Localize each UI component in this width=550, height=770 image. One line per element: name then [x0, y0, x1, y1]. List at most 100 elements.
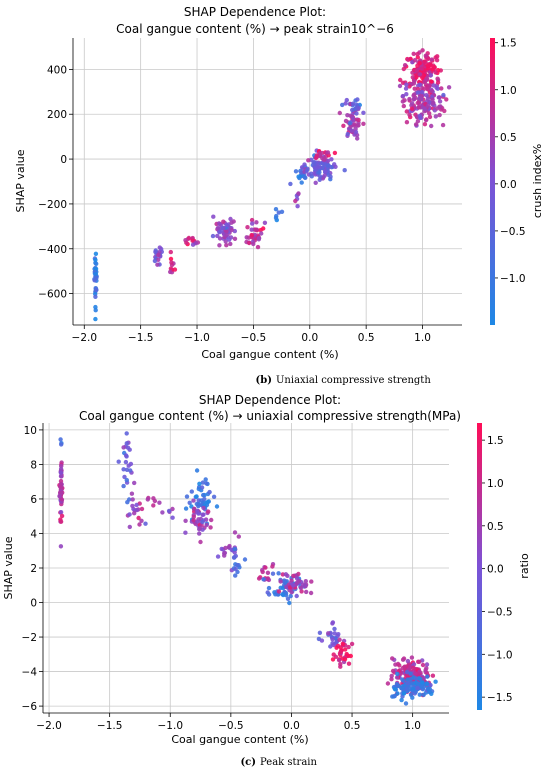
data-point — [431, 100, 436, 106]
data-point — [249, 217, 255, 223]
y-tick-label: 2 — [30, 563, 37, 575]
data-point — [404, 120, 410, 125]
data-point — [343, 118, 349, 124]
colorbar-tick-label: 0.5 — [500, 132, 517, 144]
data-point — [348, 653, 353, 659]
data-point — [242, 557, 248, 562]
data-point — [344, 651, 349, 657]
data-point — [420, 662, 426, 668]
data-point — [430, 97, 435, 102]
data-point — [361, 110, 366, 116]
data-point — [317, 177, 322, 182]
data-point — [153, 248, 158, 253]
data-point — [431, 83, 436, 88]
data-point — [247, 240, 252, 246]
chart-1-colorbar — [490, 38, 495, 325]
y-tick-label: −6 — [22, 701, 38, 713]
data-point — [417, 659, 422, 664]
y-tick-label: 8 — [30, 459, 37, 471]
data-point — [313, 180, 318, 185]
data-point — [330, 657, 336, 662]
chart-2-title-line1: SHAP Dependence Plot: — [199, 393, 341, 407]
y-tick-label: −400 — [38, 244, 67, 256]
data-point — [420, 90, 425, 95]
data-point — [222, 553, 227, 558]
chart-2-caption-text: Peak strain — [260, 757, 317, 768]
data-point — [59, 513, 65, 519]
chart-1-colorbar-ticks: −1.0 −0.5 0.0 0.5 1.0 1.5 — [495, 38, 526, 285]
data-point — [203, 477, 208, 482]
data-point — [285, 573, 290, 578]
data-point — [424, 662, 430, 667]
data-point — [334, 639, 339, 645]
data-point — [215, 554, 221, 559]
data-point — [361, 121, 366, 127]
data-point — [411, 662, 417, 667]
data-point — [58, 484, 63, 489]
data-point — [349, 128, 355, 133]
data-point — [405, 658, 411, 664]
data-point — [425, 86, 430, 92]
data-point — [312, 165, 318, 171]
data-point — [440, 122, 446, 128]
data-point — [426, 103, 431, 108]
data-point — [399, 697, 404, 703]
data-point — [404, 669, 410, 675]
data-point — [197, 525, 203, 531]
data-point — [390, 668, 396, 674]
data-point — [256, 235, 262, 241]
data-point — [273, 215, 279, 221]
x-tick-label: 0.0 — [283, 720, 300, 732]
data-point — [251, 241, 256, 247]
data-point — [409, 101, 415, 106]
data-point — [413, 671, 418, 676]
data-point — [224, 232, 229, 238]
x-tick-label: 0.5 — [344, 720, 361, 732]
data-point — [256, 576, 262, 581]
data-point — [190, 242, 196, 247]
data-point — [199, 485, 205, 490]
data-point — [276, 589, 282, 594]
data-point — [186, 235, 192, 241]
data-point — [411, 51, 416, 56]
colorbar-tick-label: 1.5 — [487, 435, 504, 447]
data-point — [124, 441, 129, 446]
data-point — [434, 58, 440, 63]
data-point — [93, 294, 98, 299]
data-point — [437, 99, 443, 104]
data-point — [337, 637, 342, 642]
data-point — [397, 83, 403, 89]
data-point — [134, 502, 139, 508]
data-point — [195, 508, 200, 513]
data-point — [332, 626, 337, 632]
data-point — [152, 258, 158, 264]
chart-2-points — [57, 431, 438, 706]
data-point — [157, 245, 162, 250]
chart-2-colorbar-ticks: −1.5 −1.0 −0.5 0.0 0.5 1.0 1.5 — [482, 435, 513, 704]
data-point — [130, 497, 135, 502]
data-point — [435, 80, 441, 85]
data-point — [390, 656, 395, 661]
data-point — [200, 512, 205, 517]
data-point — [200, 480, 206, 485]
data-point — [220, 225, 225, 230]
data-point — [202, 496, 207, 502]
data-point — [168, 256, 174, 262]
data-point — [224, 243, 229, 248]
colorbar-tick-label: 1.0 — [500, 85, 517, 97]
data-point — [299, 170, 304, 175]
data-point — [350, 101, 356, 106]
data-point — [439, 86, 444, 91]
chart-2-x-ticks: −2.0 −1.5 −1.0 −0.5 0.0 0.5 1.0 — [36, 713, 421, 732]
data-point — [93, 257, 98, 263]
chart-1-x-ticks: −2.0 −1.5 −1.0 −0.5 0.0 0.5 1.0 — [72, 325, 431, 344]
data-point — [314, 153, 320, 158]
data-point — [299, 589, 304, 594]
data-point — [407, 96, 412, 102]
data-point — [93, 304, 98, 310]
data-point — [415, 119, 421, 124]
data-point — [293, 198, 298, 204]
data-point — [183, 506, 189, 511]
data-point — [211, 214, 216, 219]
data-point — [389, 673, 394, 679]
